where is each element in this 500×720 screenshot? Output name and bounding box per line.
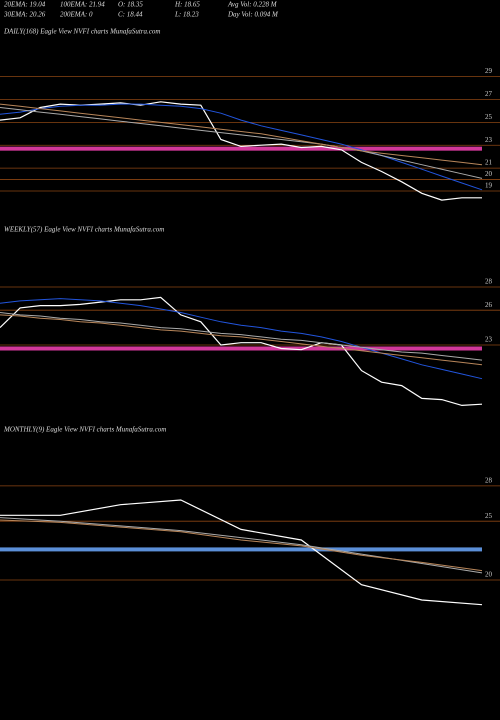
y-tick-label: 21	[485, 159, 493, 167]
chart-title: MONTHLY(9) Eagle View NVFI charts Munafa…	[3, 426, 166, 434]
header-stat: Day Vol: 0.094 M	[227, 11, 279, 19]
header-stat: L: 18.23	[174, 11, 199, 19]
chart-title: WEEKLY(57) Eagle View NVFI charts Munafa…	[4, 226, 164, 234]
header-stat: 200EMA: 0	[60, 11, 93, 19]
header-stat: 30EMA: 20.26	[3, 11, 46, 19]
y-tick-label: 19	[485, 182, 493, 190]
reference-line	[0, 146, 482, 151]
y-tick-label: 20	[485, 571, 493, 579]
reference-line	[0, 346, 482, 351]
price-line	[0, 103, 483, 166]
price-line	[0, 296, 483, 407]
price-line	[0, 517, 483, 574]
header-stat: O: 18.35	[118, 1, 143, 9]
y-tick-label: 20	[485, 170, 493, 178]
price-line	[0, 314, 483, 366]
y-tick-label: 29	[485, 67, 493, 75]
y-tick-label: 26	[485, 301, 493, 309]
price-line	[0, 101, 482, 201]
header-stat: H: 18.65	[174, 1, 200, 9]
header-stat: 20EMA: 19.04	[4, 1, 46, 9]
header-stat: Avg Vol: 0.228 M	[227, 1, 278, 9]
y-tick-label: 25	[485, 512, 493, 520]
header-stat: 100EMA: 21.94	[60, 1, 105, 9]
price-line	[0, 499, 483, 606]
y-tick-label: 25	[485, 113, 493, 121]
y-tick-label: 27	[485, 90, 493, 98]
price-line	[0, 298, 483, 380]
price-line	[0, 312, 483, 361]
header-stat: C: 18.44	[118, 11, 143, 19]
price-line	[0, 519, 483, 572]
y-tick-label: 23	[485, 336, 493, 344]
price-line	[0, 103, 483, 191]
chart-title: DAILY(168) Eagle View NVFI charts Munafa…	[3, 28, 160, 36]
reference-line	[0, 547, 482, 552]
y-tick-label: 28	[485, 476, 493, 484]
price-line	[0, 107, 483, 179]
y-tick-label: 23	[485, 136, 493, 144]
y-tick-label: 28	[485, 278, 493, 286]
